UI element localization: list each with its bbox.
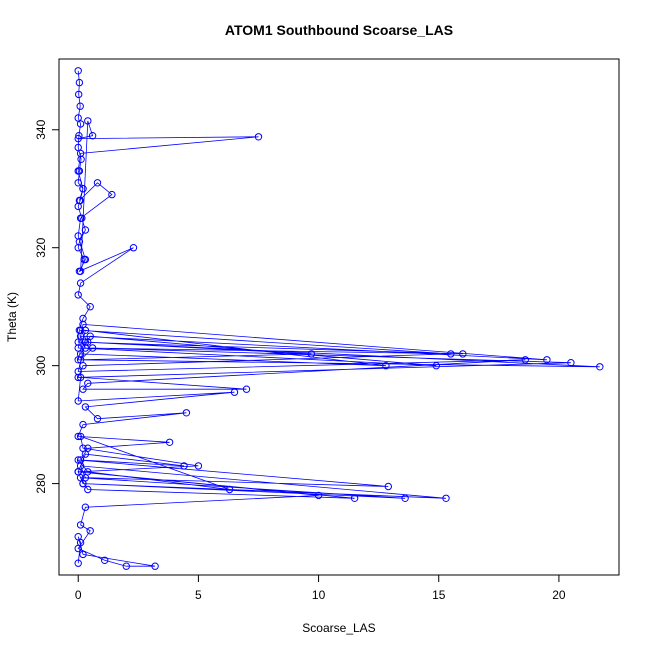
data-point <box>384 482 392 491</box>
data-point <box>74 244 82 252</box>
data-point <box>79 385 87 393</box>
data-point <box>76 521 85 529</box>
data-point <box>76 432 85 441</box>
data-point <box>79 420 87 429</box>
data-point <box>79 185 87 193</box>
data-point <box>76 120 85 128</box>
x-axis: 0 5 10 15 20 <box>75 574 566 602</box>
y-tick-label: 340 <box>34 119 48 139</box>
data-point <box>81 338 90 346</box>
data-point <box>79 444 87 452</box>
data-point <box>75 267 84 275</box>
data-point <box>84 117 92 125</box>
data-point <box>101 556 109 564</box>
data-point <box>401 494 409 502</box>
data-point <box>225 485 234 494</box>
data-point <box>151 562 159 570</box>
series-line <box>77 70 600 567</box>
data-point <box>314 491 323 500</box>
data-point <box>75 196 84 205</box>
data-point <box>165 438 174 446</box>
data-point <box>84 338 92 346</box>
data-point <box>459 350 467 358</box>
data-point <box>81 503 90 511</box>
data-point <box>442 494 450 502</box>
data-point <box>254 133 263 141</box>
data-point <box>81 326 90 334</box>
data-point <box>76 326 85 334</box>
data-point <box>180 462 188 470</box>
chart-title: ATOM1 Southbound Scoarse_LAS <box>225 22 453 38</box>
data-point <box>194 462 203 470</box>
data-point <box>93 179 102 187</box>
data-point <box>74 559 82 567</box>
data-point <box>81 255 90 264</box>
data-point <box>74 397 82 405</box>
data-point <box>108 190 116 199</box>
data-point <box>122 562 131 570</box>
data-point <box>307 350 316 358</box>
data-point <box>74 232 82 240</box>
data-point <box>81 226 90 234</box>
data-point <box>350 494 359 502</box>
data-point <box>242 385 251 393</box>
data-point <box>74 179 82 187</box>
data-point <box>76 102 84 110</box>
plot-area <box>74 67 604 570</box>
data-point <box>75 90 83 99</box>
data-point <box>84 379 92 387</box>
data-point <box>596 363 604 371</box>
data-point <box>74 167 82 175</box>
data-point <box>382 362 390 370</box>
data-point <box>76 214 85 222</box>
data-point <box>74 468 82 476</box>
data-point <box>86 527 94 535</box>
data-point <box>129 244 138 252</box>
data-point <box>521 356 529 364</box>
data-point <box>567 359 575 367</box>
data-point <box>76 149 85 158</box>
data-point <box>447 350 455 358</box>
data-point <box>75 78 84 87</box>
y-tick-label: 280 <box>34 473 48 493</box>
data-point <box>76 373 85 382</box>
x-tick-label: 5 <box>195 588 202 602</box>
y-tick-label: 300 <box>34 355 48 375</box>
data-point <box>230 388 239 396</box>
data-point <box>88 344 97 352</box>
data-point <box>182 409 191 417</box>
data-point <box>432 362 440 370</box>
data-point <box>74 291 82 299</box>
data-point <box>76 356 85 364</box>
data-point <box>543 356 551 364</box>
y-axis: 280 300 320 340 <box>34 119 60 494</box>
data-point <box>81 403 90 411</box>
data-point <box>76 279 85 287</box>
data-point <box>76 538 85 547</box>
data-point <box>88 132 97 140</box>
data-point <box>84 485 92 494</box>
data-point <box>75 132 83 140</box>
data-point <box>74 432 82 441</box>
x-tick-label: 10 <box>312 588 326 602</box>
x-axis-label: Scoarse_LAS <box>302 621 375 635</box>
data-point <box>74 373 82 382</box>
y-tick-label: 320 <box>34 237 48 257</box>
x-tick-label: 0 <box>75 588 82 602</box>
data-point <box>93 415 102 423</box>
data-point <box>74 67 82 75</box>
data-point <box>79 550 87 559</box>
data-point <box>74 356 82 364</box>
x-tick-label: 20 <box>552 588 566 602</box>
data-point <box>74 134 82 143</box>
data-point <box>86 303 94 311</box>
data-point <box>79 479 87 488</box>
x-tick-label: 15 <box>432 588 446 602</box>
y-axis-label: Theta (K) <box>5 292 19 342</box>
